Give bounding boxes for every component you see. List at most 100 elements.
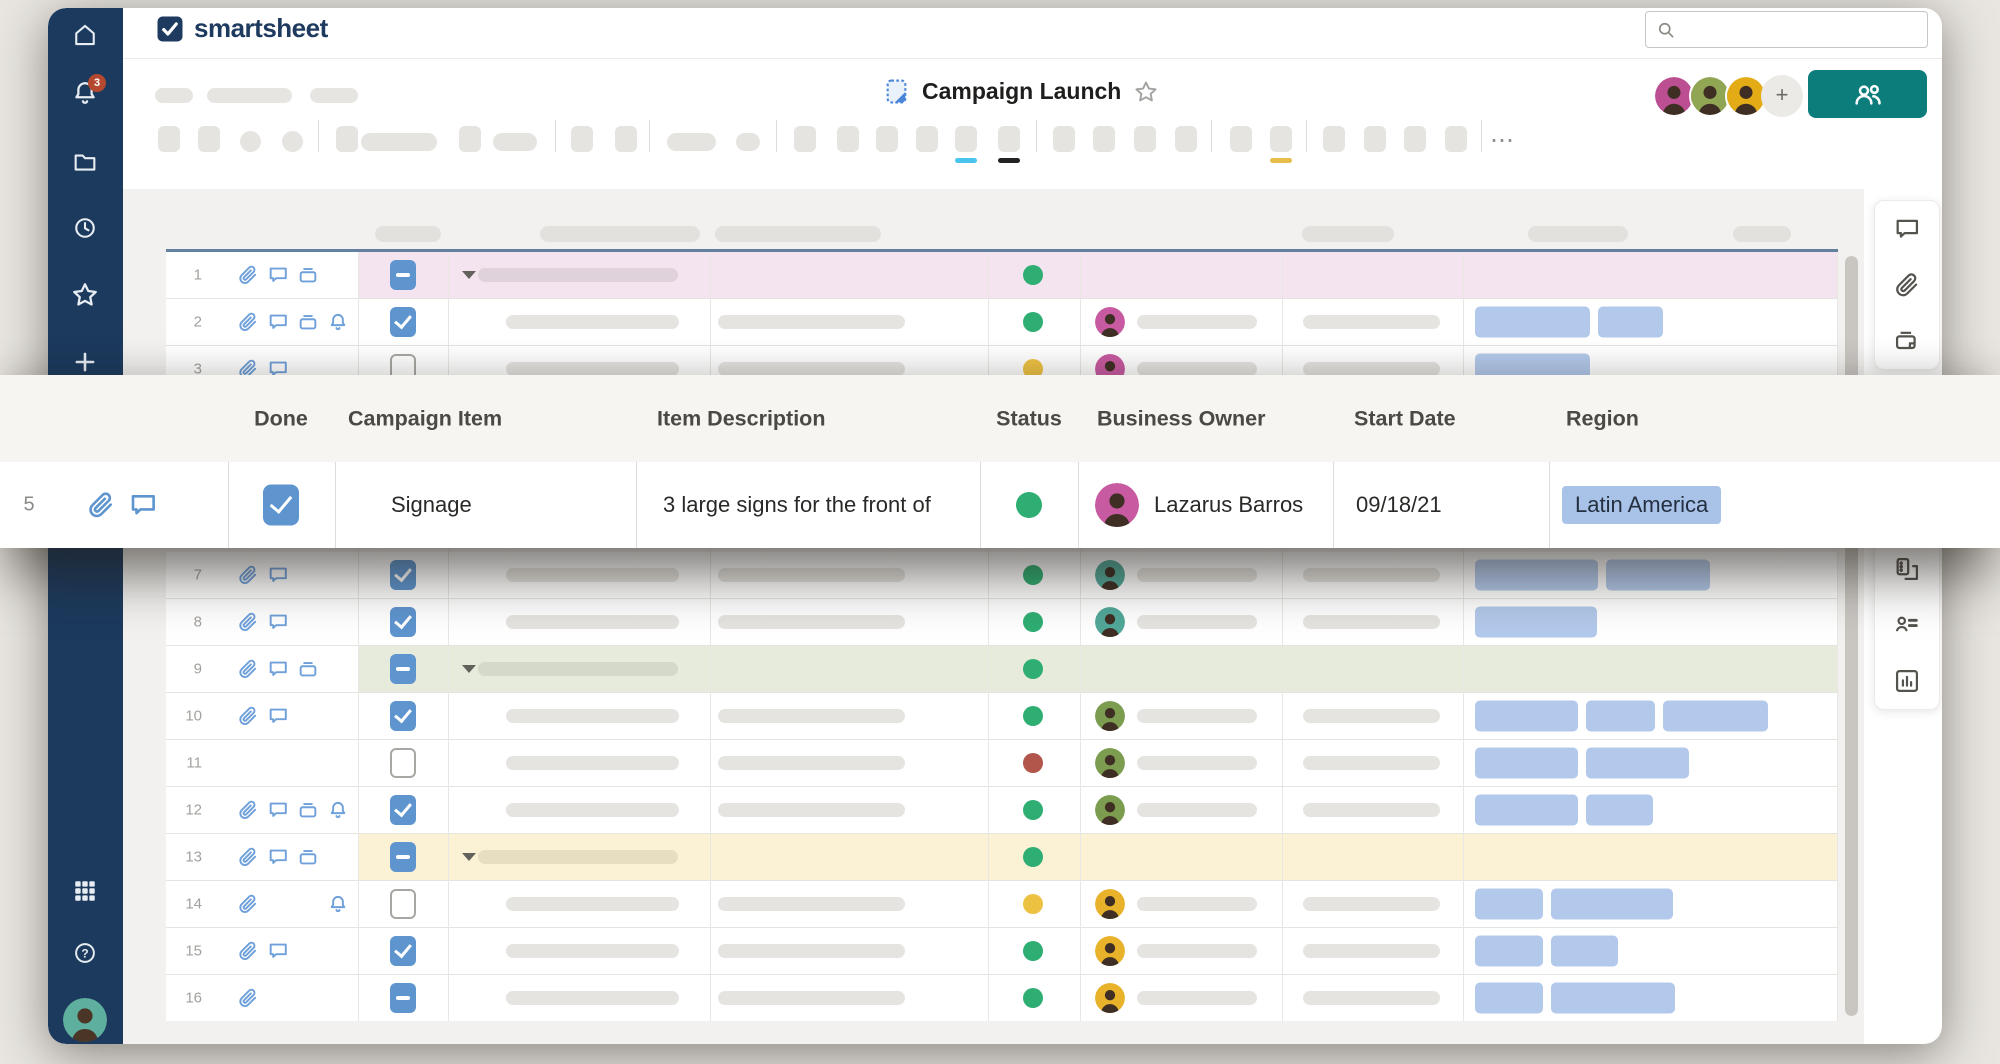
attachment-icon[interactable] [237,846,259,868]
help-icon[interactable]: ? [72,940,98,966]
table-row[interactable]: 16 [166,975,1838,1021]
toolbar-button-placeholder[interactable] [158,126,180,152]
comments-panel-icon[interactable] [1893,215,1921,243]
row-checkbox-checked[interactable] [390,701,416,731]
comment-icon[interactable] [267,564,289,586]
row-checkbox-checked[interactable] [390,936,416,966]
toolbar-button-placeholder[interactable] [240,131,261,152]
toolbar-button-placeholder[interactable] [837,126,859,152]
campaign-item-cell[interactable]: Signage [391,492,472,517]
comment-icon[interactable] [267,846,289,868]
search-box[interactable] [1645,11,1928,48]
proof-icon[interactable] [297,846,319,868]
collapse-triangle-icon[interactable] [462,665,476,673]
recents-clock-icon[interactable] [71,214,99,242]
table-row[interactable]: 1 [166,252,1838,299]
row-checkbox-unchecked[interactable] [390,748,416,778]
charts-panel-icon[interactable] [1893,667,1921,695]
table-row[interactable]: 10 [166,693,1838,740]
attachment-icon[interactable] [237,705,259,727]
attachment-icon[interactable] [237,893,259,915]
toolbar-button-placeholder[interactable] [876,126,898,152]
done-checkbox[interactable] [263,484,299,526]
row-checkbox-mixed[interactable] [390,654,416,684]
toolbar-button-placeholder[interactable] [1230,126,1252,152]
comment-icon[interactable] [267,658,289,680]
share-button[interactable] [1808,70,1927,118]
comment-icon[interactable] [267,799,289,821]
comment-icon[interactable] [267,705,289,727]
row-checkbox-mixed[interactable] [390,842,416,872]
toolbar-button-placeholder[interactable] [1134,126,1156,152]
sheet-summary-icon[interactable] [1893,555,1921,583]
toolbar-button-placeholder[interactable] [336,126,358,152]
collapse-triangle-icon[interactable] [462,853,476,861]
table-row[interactable]: 9 [166,646,1838,693]
comment-icon[interactable] [267,611,289,633]
callout-row-5[interactable]: 5 Signage 3 large signs for the front of… [0,462,2000,548]
comment-icon[interactable] [267,311,289,333]
comment-icon[interactable] [267,940,289,962]
toolbar-button-placeholder[interactable] [459,126,481,152]
comment-icon[interactable] [128,490,158,520]
apps-grid-icon[interactable] [72,878,98,904]
proof-icon[interactable] [297,658,319,680]
proof-icon[interactable] [297,311,319,333]
toolbar-button-placeholder[interactable] [1053,126,1075,152]
item-description-cell[interactable]: 3 large signs for the front of [663,492,931,517]
attachments-panel-icon[interactable] [1893,271,1921,299]
attachment-icon[interactable] [237,940,259,962]
table-row[interactable]: 8 [166,599,1838,646]
row-checkbox-checked[interactable] [390,307,416,337]
row-checkbox-mixed[interactable] [390,983,416,1013]
toolbar-button-placeholder[interactable] [361,133,437,151]
row-checkbox-mixed[interactable] [390,260,416,290]
table-row[interactable]: 11 [166,740,1838,787]
toolbar-button-placeholder[interactable] [1364,126,1386,152]
collapse-triangle-icon[interactable] [462,271,476,279]
table-row[interactable]: 15 [166,928,1838,975]
toolbar-button-placeholder[interactable] [955,126,977,152]
attachment-icon[interactable] [237,564,259,586]
toolbar-button-placeholder[interactable] [794,126,816,152]
proofs-panel-icon[interactable] [1893,327,1921,355]
account-avatar[interactable] [63,998,107,1042]
row-checkbox-checked[interactable] [390,795,416,825]
home-icon[interactable] [71,21,99,49]
toolbar-button-placeholder[interactable] [667,133,716,151]
region-tag[interactable]: Latin America [1562,486,1722,524]
toolbar-button-placeholder[interactable] [1093,126,1115,152]
toolbar-button-placeholder[interactable] [1323,126,1345,152]
business-owner-cell[interactable]: Lazarus Barros [1154,492,1304,517]
toolbar-button-placeholder[interactable] [198,126,220,152]
attachment-icon[interactable] [237,311,259,333]
toolbar-more-icon[interactable]: ⋯ [1490,127,1516,154]
add-collaborator-button[interactable]: + [1761,75,1803,117]
table-row[interactable]: 7 [166,552,1838,599]
favorite-star-icon[interactable] [1133,79,1159,105]
collaborators-panel-icon[interactable] [1893,611,1921,639]
attachment-icon[interactable] [237,264,259,286]
attachment-icon[interactable] [237,611,259,633]
toolbar-button-placeholder[interactable] [1175,126,1197,152]
proof-icon[interactable] [297,264,319,286]
folder-icon[interactable] [71,148,99,176]
attachment-icon[interactable] [237,799,259,821]
attachment-icon[interactable] [86,490,116,520]
toolbar-button-placeholder[interactable] [1445,126,1467,152]
table-row[interactable]: 14 [166,881,1838,928]
proof-icon[interactable] [297,799,319,821]
start-date-cell[interactable]: 09/18/21 [1356,492,1442,517]
collaborator-avatar[interactable] [1725,75,1767,117]
table-row[interactable]: 2 [166,299,1838,346]
toolbar-button-placeholder[interactable] [571,126,593,152]
row-checkbox-checked[interactable] [390,560,416,590]
toolbar-button-placeholder[interactable] [493,133,537,151]
attachment-icon[interactable] [237,987,259,1009]
table-row[interactable]: 13 [166,834,1838,881]
toolbar-button-placeholder[interactable] [916,126,938,152]
comment-icon[interactable] [267,358,289,380]
toolbar-button-placeholder[interactable] [1270,126,1292,152]
toolbar-button-placeholder[interactable] [1404,126,1426,152]
table-row[interactable]: 12 [166,787,1838,834]
